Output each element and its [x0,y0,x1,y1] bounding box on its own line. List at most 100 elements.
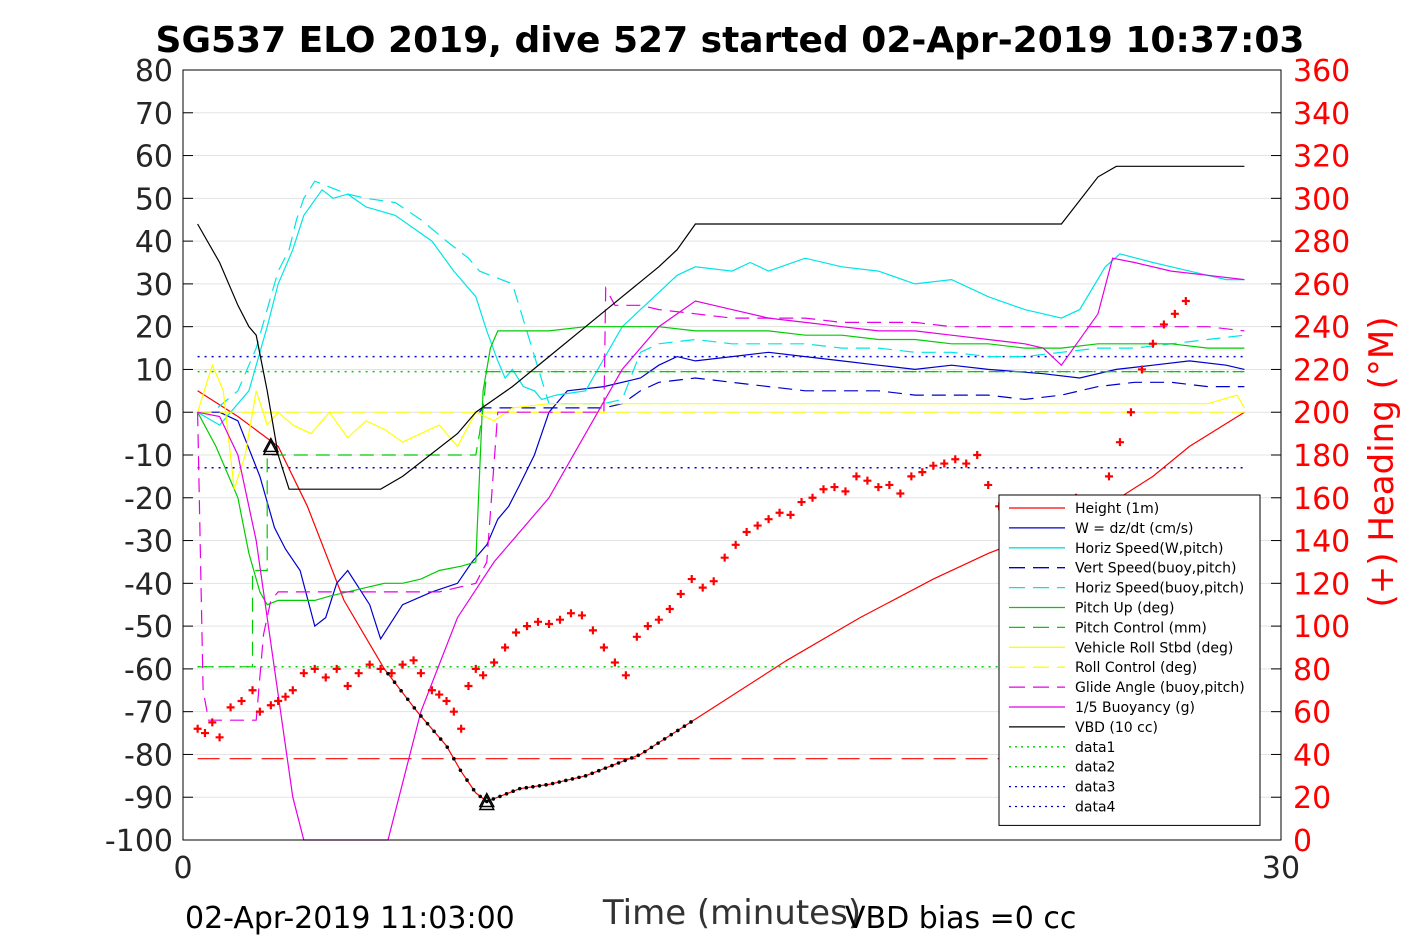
heading-point [610,658,619,667]
heading-point [449,707,458,716]
heading-point [457,724,466,733]
y-tick-label-left: -20 [124,482,173,517]
depth-marker [465,778,469,782]
heading-point [332,664,341,673]
heading-point [226,703,235,712]
depth-marker [425,721,430,726]
depth-marker [689,720,693,724]
heading-point [665,605,674,613]
y-tick-label-left: -70 [124,696,173,731]
legend-label: data4 [1075,800,1116,816]
series-line-glide-angle-buoy-pitch [197,285,1245,721]
series-line-vbd-10-cc [197,165,1245,490]
y-tick-label-right: 60 [1293,696,1331,731]
heading-point [566,609,575,618]
depth-marker [616,761,621,765]
heading-point [984,480,993,489]
heading-point [940,459,949,468]
heading-point [435,690,444,699]
triangle-marker [478,795,495,811]
heading-point [299,669,308,678]
depth-marker [412,706,417,710]
y-tick-label-right: 240 [1293,311,1350,346]
heading-point [698,583,707,592]
y-tick-label-left: -10 [124,439,173,474]
data-series [197,165,1245,841]
depth-marker [399,688,403,693]
x-axis-label: Time (minutes) [602,893,861,933]
y-tick-label-left: 40 [135,225,173,260]
y-tick-label-left: -30 [124,525,173,560]
heading-point [841,487,850,496]
depth-marker [471,787,476,792]
heading-point [1115,438,1124,447]
heading-point [464,682,473,690]
depth-marker [511,789,515,794]
footer-vbd-bias: VBD bias =0 cc [845,901,1076,936]
y-tick-label-right: 120 [1293,567,1350,602]
heading-point [599,643,608,652]
y-tick-label-right: 300 [1293,182,1350,217]
heading-point [709,577,718,586]
depth-marker [623,758,627,763]
heading-point [885,480,894,489]
heading-point [830,483,839,492]
depth-marker [669,732,674,737]
y-axis-right-label: (+) Heading (°M) [1362,317,1402,608]
depth-marker [662,737,667,741]
heading-point [929,461,938,470]
depth-marker [524,785,529,790]
y-tick-label-right: 180 [1293,439,1350,474]
heading-point [200,729,209,738]
y-tick-label-right: 360 [1293,54,1350,89]
depth-marker [392,680,397,684]
legend-label: Roll Control (deg) [1075,660,1197,676]
x-tick-label: 30 [1262,851,1300,886]
heading-point [409,656,418,665]
legend-label: data3 [1075,780,1115,796]
y-tick-label-left: -50 [124,610,173,645]
heading-point [687,575,696,584]
heading-point [775,508,784,517]
y-tick-label-left: 20 [135,311,173,346]
depth-marker [577,775,581,780]
y-tick-label-right: 20 [1293,781,1331,816]
legend-label: Glide Angle (buoy,pitch) [1075,680,1245,696]
legend-label: W = dz/dt (cm/s) [1075,521,1194,537]
y-tick-label-left: 80 [135,54,173,89]
heading-point [643,622,652,631]
y-tick-label-right: 220 [1293,353,1350,388]
legend-label: Horiz Speed(W,pitch) [1075,541,1223,557]
heading-point [577,611,586,620]
depth-marker [550,781,555,786]
depth-marker [570,777,575,781]
footer-timestamp: 02-Apr-2019 11:03:00 [185,901,515,936]
heading-point [951,455,960,464]
heading-point [852,472,861,481]
series-line-vehicle-roll-stbd-deg [197,363,1245,490]
y-tick-label-left: -40 [124,567,173,602]
heading-point [753,521,762,530]
legend-label: data1 [1075,740,1115,756]
heading-point [427,686,436,695]
heading-point [255,707,264,716]
y-tick-label-right: 280 [1293,225,1350,260]
depth-marker [643,749,647,754]
heading-point [874,483,883,492]
depth-marker [458,768,463,773]
depth-marker [517,786,522,791]
depth-marker [603,766,608,770]
depth-marker [484,799,489,804]
heading-point [237,696,246,705]
legend-box [998,494,1261,826]
depth-marker [636,753,641,758]
legend-label: VBD (10 cc) [1075,720,1158,736]
heading-point [523,622,532,631]
depth-marker [583,774,588,778]
depth-marker [478,794,482,799]
heading-point [248,686,257,695]
triangle-marker [262,436,280,453]
heading-point [288,686,297,695]
heading-point [490,658,499,667]
